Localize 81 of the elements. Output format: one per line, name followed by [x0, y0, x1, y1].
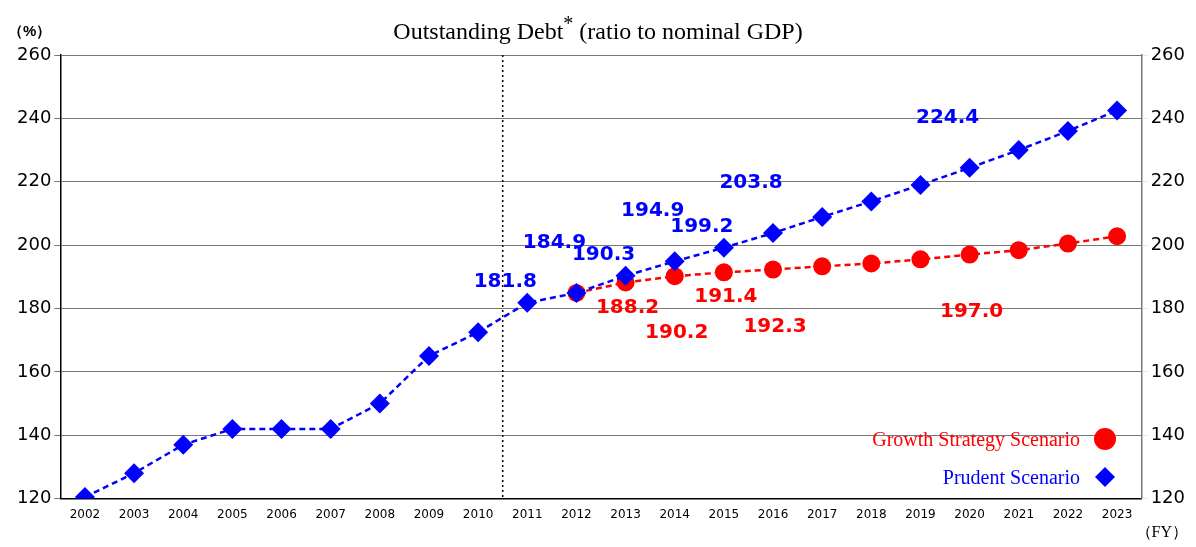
x-tick-label: 2015: [708, 506, 740, 521]
x-tick-label: 2008: [364, 506, 396, 521]
x-tick-label: 2020: [954, 506, 985, 521]
data-label: 181.8: [473, 267, 537, 292]
point: [959, 157, 980, 178]
data-label: 192.3: [743, 312, 807, 337]
x-axis-title: （FY）: [1135, 522, 1188, 542]
data-label: 203.8: [719, 169, 783, 194]
point: [1009, 241, 1028, 260]
y2-tick-label: 220: [1150, 169, 1185, 191]
point: [664, 251, 685, 272]
x-tick-label: 2009: [413, 506, 445, 521]
x-tick-label: 2003: [118, 506, 150, 521]
y2-tick-label: 160: [1150, 359, 1185, 381]
x-tick-label: 2018: [856, 506, 887, 521]
legend-label: Growth Strategy Scenario: [872, 427, 1080, 451]
point: [173, 434, 194, 455]
chart-title: Outstanding Debt$^{*}$ (ratio to nominal GDP): [393, 12, 803, 44]
point: [911, 250, 930, 269]
point: [714, 263, 733, 282]
point: [862, 254, 881, 273]
x-tick-label: 2002: [69, 506, 101, 521]
y2-tick-label: 200: [1150, 232, 1185, 254]
x-tick-label: 2022: [1052, 506, 1084, 521]
point: [124, 463, 145, 484]
point: [369, 393, 390, 414]
point: [615, 265, 636, 286]
point: [1057, 121, 1078, 142]
point: [1058, 234, 1077, 253]
y-tick-label: 140: [17, 422, 52, 444]
x-tick-label: 2010: [462, 506, 494, 521]
point: [271, 418, 292, 439]
point: [320, 418, 341, 439]
point: [960, 245, 979, 264]
x-tick-label: 2012: [561, 506, 592, 521]
y-tick-label: 160: [17, 359, 52, 381]
data-label: 224.4: [915, 103, 980, 128]
y-tick-label: 220: [17, 169, 52, 191]
x-tick-label: 2007: [315, 506, 346, 521]
x-tick-label: 2023: [1101, 506, 1133, 521]
x-tick-label: 2004: [167, 506, 199, 521]
point: [665, 267, 684, 286]
point: [763, 223, 784, 244]
y2-tick-label: 260: [1150, 42, 1185, 64]
point: [1008, 140, 1029, 161]
point: [418, 346, 439, 367]
x-tick-label: 2021: [1003, 506, 1035, 521]
point: [910, 174, 931, 195]
x-tick-label: 2011: [512, 506, 543, 521]
x-tick-label: 2016: [757, 506, 789, 521]
legend-label: Prudent Scenario: [942, 465, 1080, 489]
y-tick-label: 180: [17, 296, 52, 318]
data-label: 188.2: [595, 293, 660, 318]
y2-tick-label: 140: [1150, 422, 1185, 444]
point: [764, 260, 783, 279]
y-tick-label: 260: [17, 42, 52, 64]
x-tick-label: 2014: [659, 506, 690, 521]
point: [1108, 227, 1127, 246]
y2-tick-label: 180: [1150, 296, 1185, 318]
point: [713, 237, 734, 258]
x-tick-label: 2013: [610, 506, 641, 521]
point: [812, 206, 833, 227]
point: [517, 292, 538, 313]
y-axis-title: （%）: [8, 22, 52, 41]
x-tick-label: 2005: [217, 506, 248, 521]
data-label: 190.2: [645, 319, 709, 344]
y-tick-label: 120: [17, 486, 52, 508]
point: [813, 257, 832, 276]
point: [861, 191, 882, 212]
point: [468, 322, 489, 343]
y2-tick-label: 120: [1150, 486, 1185, 508]
data-label: 191.4: [694, 283, 758, 308]
point: [1107, 100, 1128, 121]
y-tick-label: 240: [17, 106, 52, 128]
x-tick-label: 2019: [905, 506, 936, 521]
y2-tick-label: 240: [1150, 106, 1185, 128]
x-tick-label: 2006: [266, 506, 297, 521]
data-label: 197.0: [939, 297, 1004, 322]
y-tick-label: 200: [17, 232, 52, 254]
x-tick-label: 2017: [806, 506, 838, 521]
point: [222, 418, 243, 439]
